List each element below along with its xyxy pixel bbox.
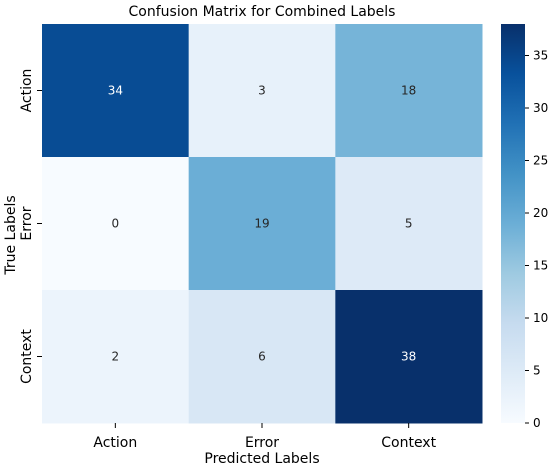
x-tick-label-2: Context: [381, 435, 436, 451]
cell-value-2-0: 2: [112, 350, 120, 364]
heatmap-cell-0-2: [335, 24, 483, 158]
colorbar-tick-label-4: 20: [533, 206, 548, 220]
heatmap-cell-2-1: [188, 290, 336, 424]
colorbar-tick-label-0: 0: [533, 416, 541, 430]
cell-value-0-0: 34: [108, 84, 123, 98]
x-tick-label-1: Error: [245, 435, 279, 451]
heatmap-cell-1-0: [42, 157, 190, 291]
heatmap-cell-1-1: [188, 157, 336, 291]
cell-value-1-1: 19: [254, 217, 269, 231]
cell-value-2-2: 38: [401, 350, 416, 364]
heatmap-cell-2-0: [42, 290, 190, 424]
colorbar-tick-label-5: 25: [533, 154, 548, 168]
colorbar-tick-label-1: 5: [533, 364, 541, 378]
y-axis-label: True Labels: [3, 195, 19, 275]
heatmap-cells: [42, 24, 483, 424]
cell-value-0-2: 18: [401, 84, 416, 98]
x-tick-label-0: Action: [93, 435, 137, 451]
heatmap-cell-1-2: [335, 157, 483, 291]
y-tick-label-2: Context: [19, 329, 35, 384]
colorbar-tick-label-7: 35: [533, 49, 548, 63]
cell-value-0-1: 3: [258, 84, 266, 98]
cell-value-2-1: 6: [258, 350, 266, 364]
heatmap-cell-0-1: [188, 24, 336, 158]
cell-value-1-0: 0: [112, 217, 120, 231]
colorbar-tick-label-2: 10: [533, 311, 548, 325]
chart-title: Confusion Matrix for Combined Labels: [129, 4, 396, 20]
heatmap-cell-2-2: [335, 290, 483, 424]
colorbar-tick-label-3: 15: [533, 259, 548, 273]
x-axis: Action Error Context: [93, 423, 437, 451]
colorbar: [501, 24, 525, 423]
heatmap-cell-0-0: [42, 24, 190, 158]
y-tick-label-0: Action: [19, 69, 35, 113]
colorbar-tick-label-6: 30: [533, 101, 548, 115]
y-axis: Action Error Context: [19, 69, 42, 384]
cell-value-1-2: 5: [405, 217, 413, 231]
colorbar-ticks: 0 5 10 15 20 25 30 35: [525, 49, 548, 430]
x-axis-label: Predicted Labels: [204, 451, 319, 466]
heatmap-cell-labels: 34 3 18 0 19 5 2 6 38: [108, 84, 417, 364]
y-tick-label-1: Error: [19, 206, 35, 240]
